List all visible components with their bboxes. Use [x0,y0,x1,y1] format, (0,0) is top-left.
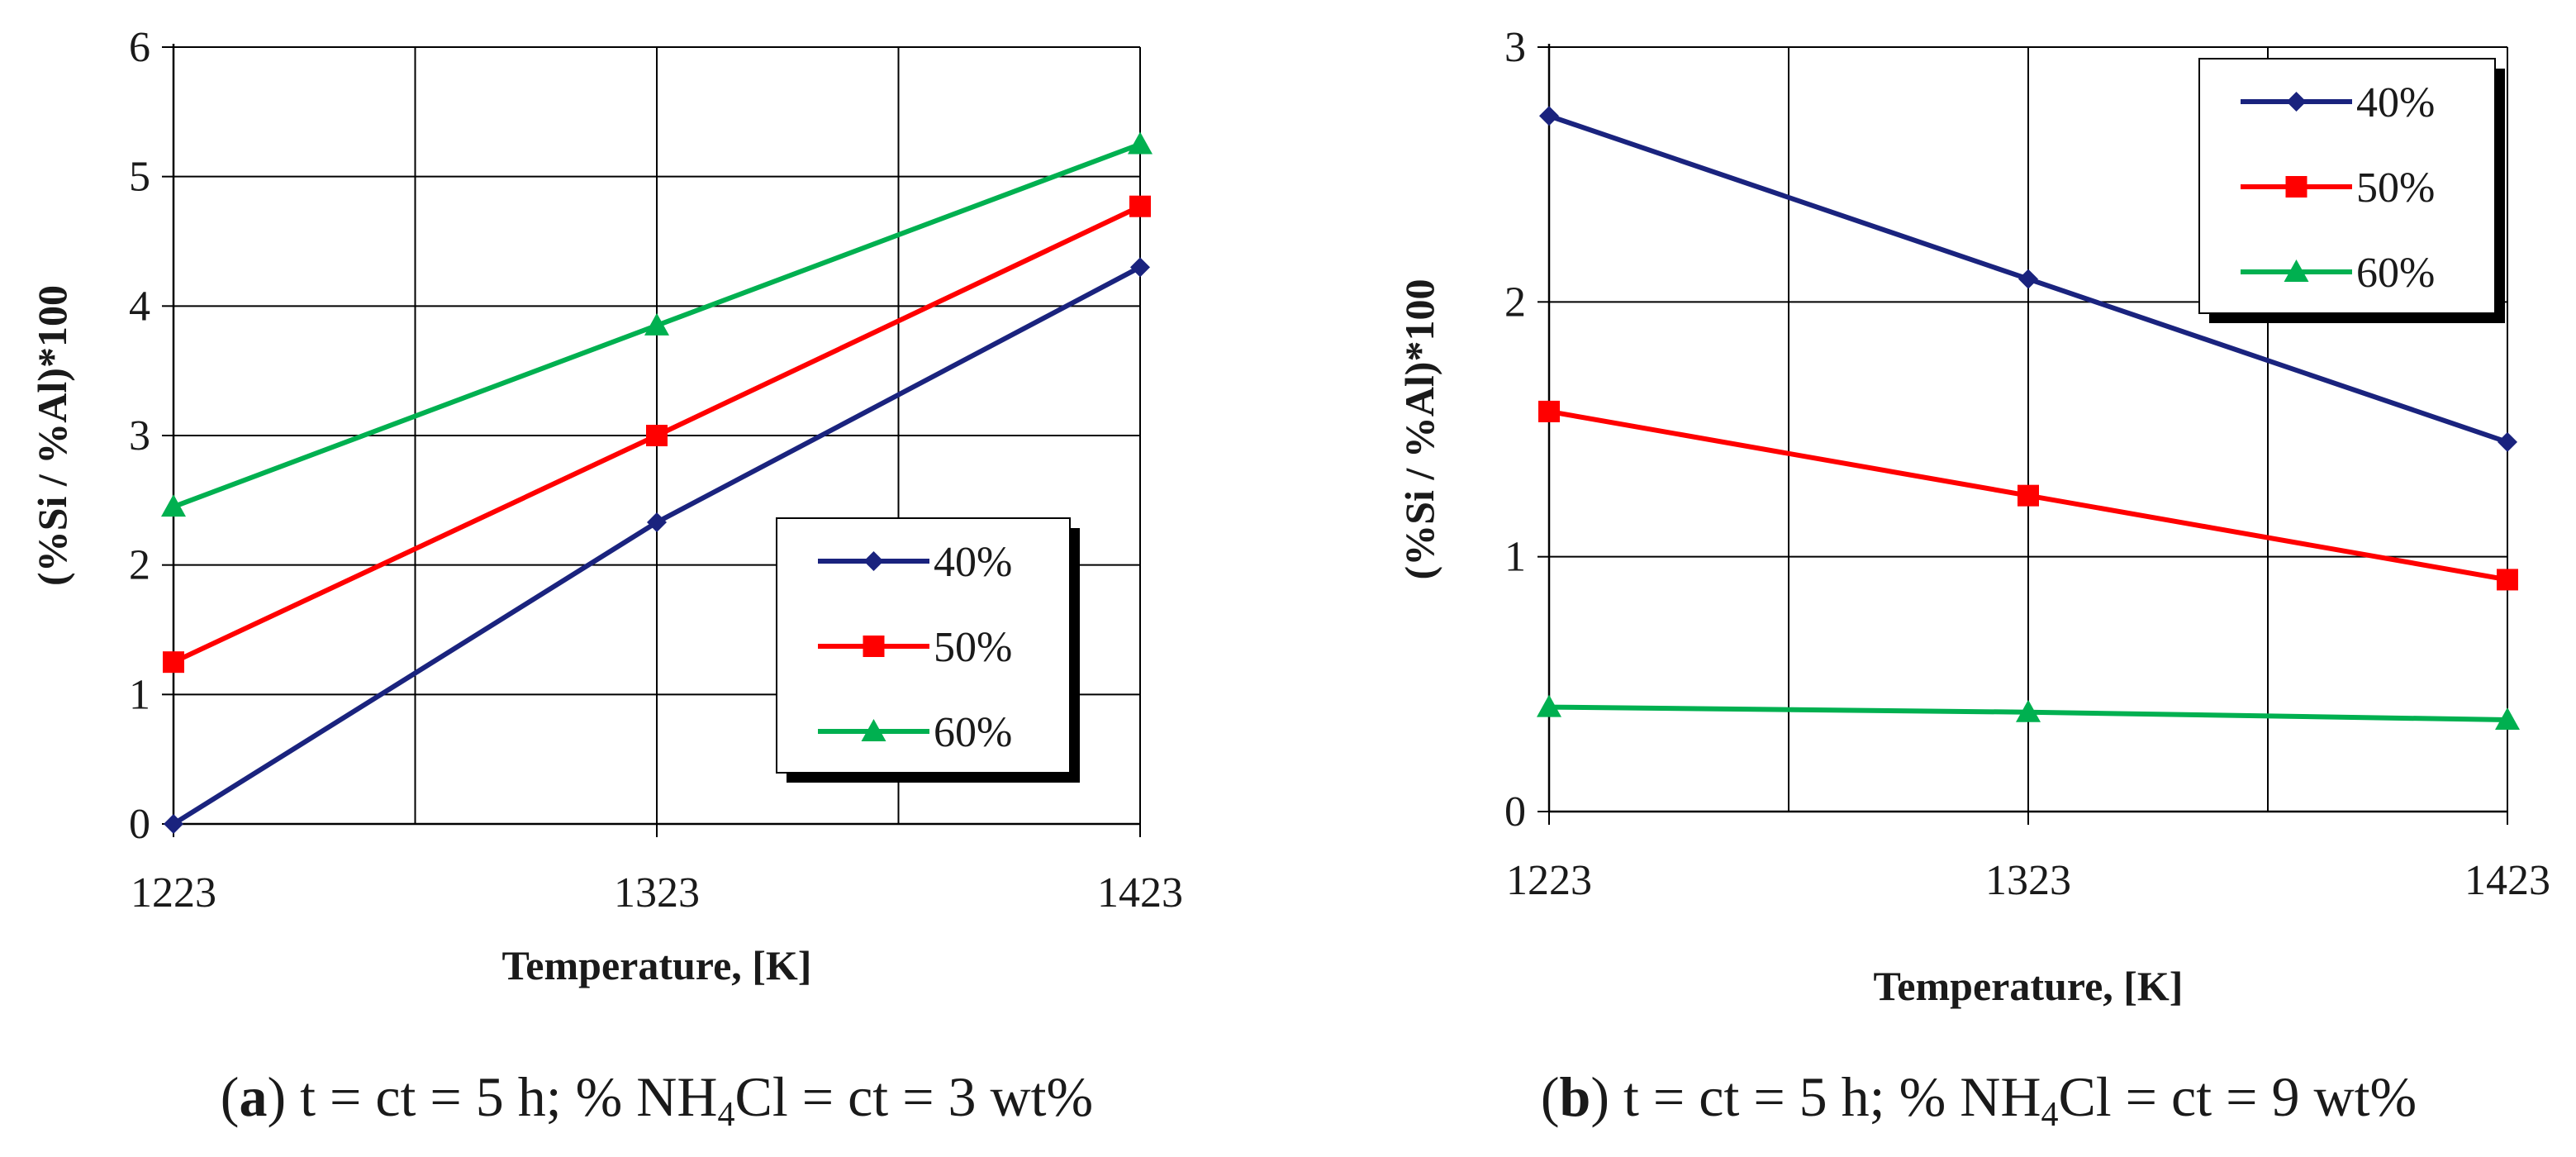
data-point [1537,694,1561,717]
y-tick-label: 2 [1504,279,1526,326]
caption-subscript: 4 [2041,1096,2058,1134]
x-axis-title: Temperature, [K] [502,942,812,988]
legend-marker [863,636,885,657]
y-tick-label: 1 [129,671,150,718]
data-point [1539,106,1559,126]
legend-marker [863,551,884,571]
caption-subscript: 4 [718,1096,735,1134]
legend-marker [2285,176,2307,198]
y-tick-label: 1 [1504,534,1526,581]
data-point [2018,269,2038,289]
y-tick-label: 6 [129,24,150,71]
subfigure-caption: (a) t = ct = 5 h; % NH4Cl = ct = 3 wt% [221,1065,1093,1134]
y-tick-label: 3 [1504,24,1526,71]
legend: 40% 50% 60% [2198,58,2505,323]
data-point [2495,707,2520,730]
data-point [1129,195,1151,217]
data-point [2497,569,2518,591]
data-point [646,425,668,446]
legend-label: 40% [934,539,1012,586]
chart-a: 0 1 2 3 4 5 6 1223 1323 1423 Temperature, [K] (%Si … [29,24,1183,1134]
legend-label: 40% [2356,79,2435,126]
y-tick-label: 4 [129,283,150,330]
data-point [164,814,183,834]
legend-label: 50% [934,624,1012,671]
series-40% [164,257,1150,834]
series-50% [1538,400,2518,591]
data-point [647,512,667,532]
y-tick-label: 0 [1504,788,1526,836]
data-point [644,312,669,336]
legend: 40% 50% 60% [776,517,1080,783]
series-60% [161,131,1153,517]
series-40% [1539,106,2517,452]
legend-label: 60% [2356,250,2435,297]
y-tick-label: 5 [129,154,150,201]
legend-label: 60% [934,709,1012,756]
data-point [163,651,184,674]
y-tick-label: 3 [129,412,150,459]
x-tick-label: 1223 [131,869,216,917]
caption-label: a [239,1065,267,1128]
legend-label: 50% [2356,164,2435,212]
data-point [2498,431,2517,452]
x-tick-label: 1223 [1506,857,1592,904]
data-point [1128,131,1153,155]
y-tick-label: 0 [129,801,150,848]
y-axis-title: (%Si / %Al)*100 [1396,279,1442,580]
caption-label: b [1560,1065,1591,1128]
series-60% [1537,694,2520,730]
x-tick-label: 1323 [1985,857,2071,904]
x-tick-label: 1423 [1097,869,1183,917]
series-50% [163,195,1151,674]
x-tick-label: 1323 [614,869,700,917]
legend-marker [861,719,886,741]
data-point [1130,257,1150,278]
y-tick-label: 2 [129,542,150,589]
data-point [2018,484,2039,507]
data-point [161,494,186,517]
data-point [1538,400,1560,422]
y-axis-title: (%Si / %Al)*100 [29,285,75,586]
legend-marker [2284,259,2309,282]
legend-marker [2286,92,2307,112]
x-axis-title: Temperature, [K] [1874,963,2184,1009]
x-tick-label: 1423 [2464,857,2550,904]
subfigure-caption: (b) t = ct = 5 h; % NH4Cl = ct = 9 wt% [1541,1065,2417,1134]
data-point [2016,699,2041,722]
chart-b: 0 1 2 3 1223 1323 1423 Temperature, [K] (%Si / %… [1396,24,2550,1134]
